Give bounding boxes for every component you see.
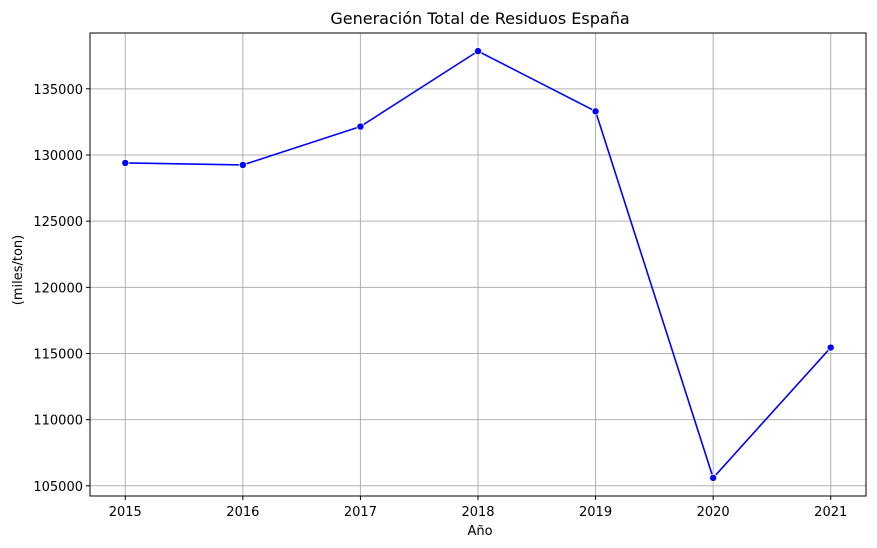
data-point (826, 343, 835, 352)
grid (90, 33, 866, 496)
x-tick-label: 2021 (814, 505, 847, 520)
y-tick-label: 110000 (33, 414, 83, 429)
x-tick-label: 2017 (344, 505, 377, 520)
data-point (121, 158, 130, 167)
x-axis-label: Año (467, 524, 492, 539)
data-point (356, 122, 365, 131)
y-tick-label: 105000 (33, 480, 83, 495)
x-tick-label: 2018 (461, 505, 494, 520)
y-tick-label: 130000 (33, 149, 83, 164)
x-tick-label: 2016 (226, 505, 259, 520)
y-axis: 105000 110000 115000 120000 125000 130000 1350… (33, 83, 90, 495)
data-point (238, 160, 247, 169)
data-point (709, 473, 718, 482)
data-point (591, 107, 600, 116)
data-point (473, 47, 482, 56)
y-tick-label: 115000 (33, 347, 83, 362)
x-axis: 2015 2016 2017 2018 2019 2020 2021 (109, 496, 847, 520)
y-tick-label: 120000 (33, 281, 83, 296)
y-tick-label: 135000 (33, 83, 83, 98)
series (121, 47, 835, 482)
x-tick-label: 2020 (697, 505, 730, 520)
chart-title: Generación Total de Residuos España (330, 9, 629, 28)
x-tick-label: 2015 (109, 505, 142, 520)
y-axis-label: (miles/ton) (11, 235, 26, 305)
x-tick-label: 2019 (579, 505, 612, 520)
y-tick-label: 125000 (33, 215, 83, 230)
